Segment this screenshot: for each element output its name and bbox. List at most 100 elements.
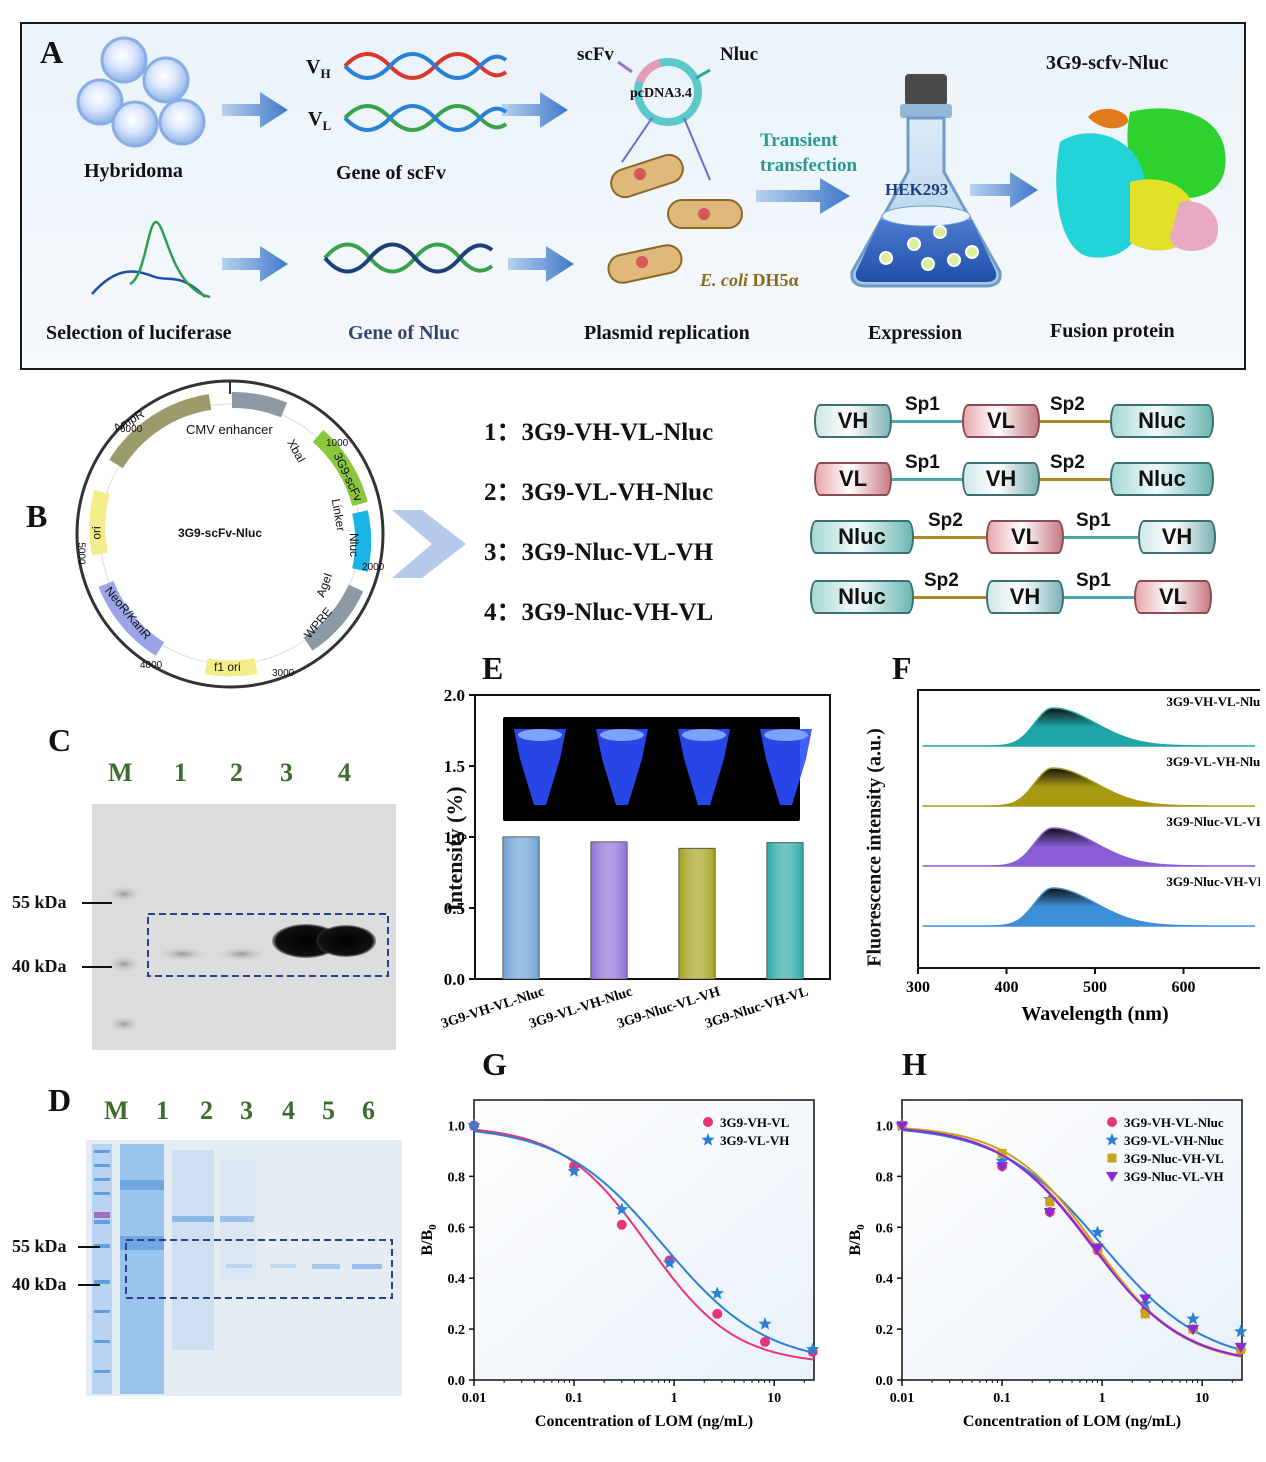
h-point	[1043, 1208, 1056, 1218]
g-fit-line-1	[473, 1130, 815, 1354]
g-point	[806, 1342, 820, 1356]
hybridoma-cells-icon	[76, 36, 206, 148]
transient-label: Transient	[760, 130, 838, 151]
h-legend-marker	[1105, 1133, 1119, 1146]
f-spectrum-3	[922, 887, 1255, 927]
d-marker-55: 55 kDa	[12, 1236, 67, 1256]
g-ytick-label: 0.0	[448, 1374, 466, 1389]
nluc-feature	[352, 510, 372, 572]
g-point	[467, 1118, 481, 1132]
dna-vl-icon	[343, 104, 508, 132]
h-ytick-label: 0.8	[876, 1170, 894, 1185]
g-point	[662, 1255, 677, 1269]
flow-arrow-icon	[222, 92, 1038, 282]
h-legend-marker	[1107, 1117, 1117, 1127]
f-series-label: 3G9-Nluc-VL-VH	[1166, 814, 1260, 829]
g-xtick-label: 1	[671, 1391, 678, 1406]
h-ytick-label: 0.2	[876, 1323, 894, 1338]
dna-vh-icon	[343, 52, 508, 80]
g-xtick-label: 10	[767, 1391, 781, 1406]
row1-sp2-label: Sp2	[1050, 394, 1085, 415]
row1-vh: VH	[814, 404, 892, 438]
dna-nluc-icon	[323, 242, 494, 274]
f-spectrum-2	[922, 827, 1255, 867]
h-xtick-label: 0.1	[993, 1391, 1011, 1406]
neor-feature	[98, 580, 165, 656]
h-point	[996, 1162, 1009, 1173]
row3-nluc: Nluc	[810, 520, 914, 554]
panel-d-letter: D	[48, 1082, 72, 1118]
panel-e-letter: E	[482, 650, 504, 686]
row2-nluc: Nluc	[1110, 462, 1214, 496]
bacteria-icon	[607, 153, 743, 284]
fusion-protein-label: Fusion protein	[1050, 320, 1175, 342]
row2-vl: VL	[814, 462, 892, 496]
panel-h-letter: H	[902, 1046, 927, 1082]
h-ytick-label: 0.4	[876, 1272, 894, 1287]
f1-label: f1 ori	[214, 660, 241, 674]
h-point	[1139, 1294, 1152, 1305]
row4-sp2-line	[914, 596, 986, 599]
product-label: 3G9-scfv-Nluc	[1046, 52, 1169, 74]
g-point	[567, 1164, 581, 1177]
h-plot-frame	[901, 1099, 1243, 1381]
c-marker-55-tick	[82, 902, 112, 904]
row4-nluc: Nluc	[810, 580, 914, 614]
h-xlabel: Concentration of LOM (ng/mL)	[963, 1413, 1181, 1430]
g-point	[760, 1336, 771, 1347]
h-point	[997, 1148, 1007, 1158]
plasmid-map-title: 3G9-scFv-Nluc	[178, 526, 263, 540]
construct-1: 1：3G9-VH-VL-Nluc	[484, 419, 714, 446]
g-xlabel: Concentration of LOM (ng/mL)	[535, 1413, 753, 1430]
panel-c-letter: C	[48, 722, 72, 758]
f-spectrum-0	[922, 707, 1256, 747]
f1-feature	[204, 658, 258, 677]
fusion-protein-icon	[1056, 108, 1226, 258]
hybridoma-label: Hybridoma	[84, 160, 183, 182]
panel-g-letter: G	[482, 1046, 507, 1082]
row3-vl: VL	[986, 520, 1064, 554]
h-ylabel: B/B0	[847, 1224, 867, 1256]
row2-sp2-line	[1040, 478, 1110, 481]
g-point	[615, 1202, 629, 1216]
h-legend-marker	[1107, 1153, 1117, 1163]
f-series-label: 3G9-Nluc-VH-VL	[1166, 874, 1260, 889]
h-point	[1186, 1311, 1200, 1325]
glowing-tube-icon	[596, 729, 648, 805]
expression-label: Expression	[868, 322, 963, 344]
panel-a-diagram	[76, 36, 1226, 299]
selection-label: Selection of luciferase	[46, 322, 232, 344]
scfv-label: scFv	[577, 44, 614, 65]
construct-2: 2：3G9-VL-VH-Nluc	[484, 479, 714, 506]
g-legend-marker	[703, 1117, 713, 1127]
g-ytick-label: 0.8	[448, 1170, 466, 1185]
f-spectrum-1	[922, 767, 1255, 807]
row4-sp1-line	[1064, 596, 1134, 599]
h-xtick-label: 0.01	[890, 1391, 915, 1406]
tick-3000: 3000	[272, 668, 295, 679]
f-xtick-label: 300	[906, 979, 930, 996]
h-point	[995, 1154, 1009, 1167]
gene-scfv-label: Gene of scFv	[336, 162, 446, 184]
h-fit-line-1	[901, 1129, 1243, 1352]
g-fit-line-0	[473, 1128, 815, 1361]
g-ytick-label: 1.0	[448, 1119, 466, 1134]
g-point	[616, 1219, 627, 1230]
spectra-chart-f: 3G9-VH-VL-Nluc 3G9-VL-VH-Nluc 3G9-Nluc-VL-…	[906, 689, 1260, 1025]
h-point	[1234, 1342, 1247, 1353]
h-ytick-label: 0.0	[876, 1374, 894, 1389]
h-xtick-label: 1	[1099, 1391, 1106, 1406]
row3-vh: VH	[1138, 520, 1216, 554]
h-point	[1091, 1243, 1104, 1254]
scfv-feature	[312, 429, 368, 507]
plasmid-label: pcDNA3.4	[630, 86, 692, 101]
c-marker-55: 55 kDa	[12, 892, 67, 912]
panel-f-letter: F	[892, 650, 912, 686]
row2-vh: VH	[962, 462, 1040, 496]
h-ytick-label: 0.6	[876, 1221, 894, 1236]
row1-sp1-label: Sp1	[905, 394, 940, 415]
plasmid-replication-label: Plasmid replication	[584, 322, 750, 344]
row2-sp1-line	[892, 478, 962, 481]
g-ytick-label: 0.4	[448, 1272, 466, 1287]
luciferase-spectrum-icon	[91, 220, 211, 299]
